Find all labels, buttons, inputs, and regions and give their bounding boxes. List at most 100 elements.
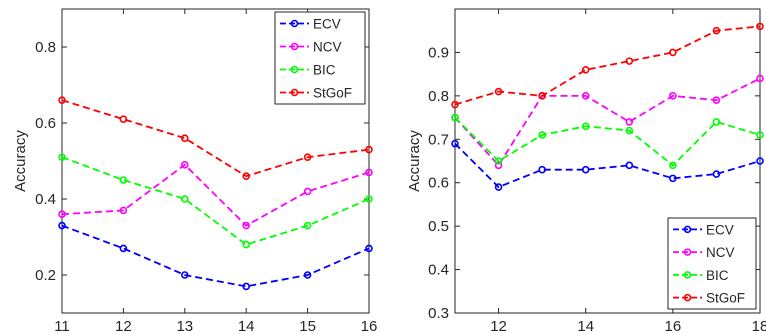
chart-1-legend-label-ncv: NCV	[706, 245, 735, 260]
chart-0-data-point-stgof	[181, 134, 189, 142]
chart-1-data-point-bic	[625, 126, 634, 135]
chart-0-xtick-label: 11	[54, 318, 70, 333]
chart-1-legend-marker-stgof	[683, 293, 692, 302]
chart-0-legend-label-stgof: StGoF	[313, 86, 352, 101]
chart-0-series-line-ecv	[61, 224, 370, 288]
chart-0-data-point-stgof	[58, 96, 66, 104]
chart-1-xtick-label: 18	[752, 318, 766, 333]
chart-1-data-point-bic	[538, 131, 546, 139]
chart-0-legend-marker-ncv	[290, 42, 299, 51]
chart-1-data-point-ncv	[712, 96, 721, 104]
chart-1-data-point-stgof	[538, 92, 546, 100]
chart-0-data-point-ecv	[303, 271, 312, 279]
chart-0-legend-marker-ecv	[290, 19, 299, 28]
chart-1-legend-label-bic: BIC	[706, 268, 729, 283]
chart-0-series-line-ncv	[61, 163, 370, 227]
chart-1-data-point-ncv	[494, 161, 503, 170]
chart-1-series-line-ecv	[454, 142, 761, 189]
chart-0-data-point-ecv	[58, 221, 66, 230]
chart-0-data-point-ncv	[181, 161, 189, 169]
chart-1-legend-marker-bic	[683, 271, 692, 279]
chart-1-data-point-stgof	[494, 87, 503, 96]
chart-0-data-point-ncv	[58, 210, 66, 218]
chart-1-data-point-ncv	[625, 118, 634, 126]
chart-1-data-point-stgof	[625, 57, 634, 65]
chart-0-legend-marker-bic	[290, 65, 299, 74]
chart-1-legend-label-ecv: ECV	[706, 222, 734, 237]
chart-0-xtick-label: 12	[115, 318, 132, 333]
chart-1-ytick-label: 0.7	[428, 131, 449, 148]
chart-1-ytick-label: 0.8	[428, 88, 449, 105]
chart-1-data-point-bic	[756, 131, 764, 139]
chart-0-data-point-bic	[119, 176, 128, 184]
chart-1-data-point-ecv	[669, 174, 677, 183]
left-chart: 0.2 0.4 0.6 0.8 11 12 13 14 15 16 Accuracy ECV NCV BI…	[12, 8, 378, 333]
chart-0-data-point-ncv	[365, 168, 373, 177]
chart-1-data-point-stgof	[756, 22, 764, 31]
chart-1-data-point-ncv	[756, 74, 764, 83]
chart-1-data-point-stgof	[712, 26, 721, 35]
chart-0-xtick-label: 16	[361, 318, 378, 333]
chart-0-data-point-stgof	[242, 172, 250, 180]
chart-0-xtick-label: 14	[238, 318, 255, 333]
chart-1-data-point-ecv	[538, 165, 546, 174]
chart-0-series-line-bic	[61, 156, 370, 246]
chart-1-data-point-bic	[581, 122, 590, 131]
chart-0-xtick-label: 13	[176, 318, 193, 333]
chart-0-legend-label-ncv: NCV	[313, 40, 342, 55]
chart-0-legend-label-ecv: ECV	[313, 17, 341, 32]
chart-0-ytick-label: 0.4	[35, 191, 56, 208]
chart-0-axes-box	[61, 8, 370, 314]
chart-1-data-point-ecv	[625, 161, 634, 170]
chart-0-ytick-label: 0.8	[35, 39, 56, 56]
chart-1-data-point-ecv	[581, 165, 590, 174]
chart-1-ytick-label: 0.9	[428, 44, 449, 61]
chart-0-data-point-ecv	[242, 282, 250, 291]
chart-1-series-line-ncv	[454, 77, 761, 167]
chart-0-data-point-bic	[242, 240, 250, 249]
chart-0-data-point-ecv	[181, 271, 189, 279]
chart-1-data-point-stgof	[581, 66, 590, 74]
chart-1-legend-label-stgof: StGoF	[706, 291, 745, 306]
chart-0-legend-box	[274, 11, 366, 105]
chart-0-data-point-stgof	[365, 145, 373, 154]
chart-1-ytick-label: 0.4	[428, 262, 449, 279]
chart-1-data-point-ncv	[669, 92, 677, 100]
chart-1-data-point-stgof	[669, 48, 677, 57]
chart-0-data-point-stgof	[303, 153, 312, 161]
chart-1-xtick-label: 14	[577, 318, 594, 333]
chart-0-data-point-ecv	[365, 244, 373, 253]
chart-0-ytick-label: 0.2	[35, 267, 56, 284]
chart-0-data-point-ncv	[303, 187, 312, 196]
chart-0-ylabel: Accuracy	[12, 130, 29, 192]
chart-1-series-line-stgof	[454, 25, 761, 106]
chart-1-ytick-label: 0.6	[428, 175, 449, 192]
chart-1-data-point-bic	[451, 113, 459, 122]
chart-0-data-point-bic	[58, 153, 66, 161]
chart-1-data-point-ecv	[494, 183, 503, 191]
chart-1-xtick-label: 16	[665, 318, 682, 333]
chart-0-data-point-ncv	[119, 206, 128, 215]
chart-1-data-point-bic	[494, 157, 503, 165]
chart-0-data-point-bic	[365, 195, 373, 203]
chart-0-legend-label-bic: BIC	[313, 63, 336, 78]
chart-1-xtick-label: 12	[490, 318, 507, 333]
chart-1-ytick-label: 0.5	[428, 218, 449, 235]
chart-0-series-line-stgof	[61, 99, 370, 178]
chart-1-data-point-stgof	[451, 100, 459, 109]
chart-0-legend-marker-stgof	[290, 88, 299, 97]
chart-0-data-point-ecv	[119, 244, 128, 253]
chart-1-data-point-ecv	[756, 157, 764, 165]
chart-0-ytick-label: 0.6	[35, 115, 56, 132]
right-chart: 0.3 0.4 0.5 0.6 0.7 0.8 0.9 12 14 16 18 Accuracy ECV…	[406, 8, 766, 333]
chart-1-data-point-bic	[712, 118, 721, 126]
chart-0-data-point-bic	[303, 221, 312, 230]
chart-1-data-point-ecv	[712, 170, 721, 178]
chart-1-ytick-label: 0.3	[428, 305, 449, 322]
chart-1-legend-marker-ecv	[683, 225, 692, 234]
chart-0-data-point-bic	[181, 195, 189, 203]
chart-1-data-point-bic	[669, 161, 677, 170]
chart-0-data-point-ncv	[242, 221, 250, 230]
chart-1-ylabel: Accuracy	[406, 130, 423, 192]
